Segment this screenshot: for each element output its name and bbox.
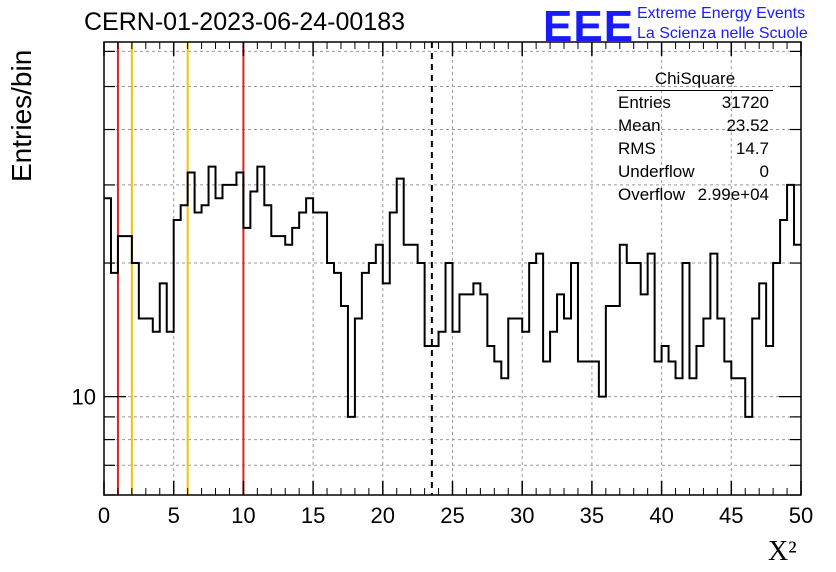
stats-value: 0 xyxy=(759,162,769,181)
stats-key: Overflow xyxy=(618,185,686,204)
stats-key: RMS xyxy=(618,139,656,158)
logo-line-2: La Scienza nelle Scuole xyxy=(637,25,808,42)
stats-row: Overflow 2.99e+04 xyxy=(611,183,779,206)
x-tick-label: 45 xyxy=(719,503,743,528)
x-tick-label: 15 xyxy=(301,503,325,528)
y-axis-label: Entries/bin xyxy=(6,49,37,182)
x-tick-label: 30 xyxy=(510,503,534,528)
stats-value: 23.52 xyxy=(726,116,769,135)
stats-row: RMS 14.7 xyxy=(611,137,779,160)
y-tick-label: 10 xyxy=(72,385,96,410)
stats-value: 31720 xyxy=(721,93,769,112)
x-tick-label: 20 xyxy=(371,503,395,528)
x-tick-label: 50 xyxy=(789,503,813,528)
x-tick-label: 40 xyxy=(649,503,673,528)
stats-key: Entries xyxy=(618,93,671,112)
x-tick-label: 0 xyxy=(98,503,110,528)
x-tick-label: 10 xyxy=(231,503,255,528)
tick-labels: 0 5 10 15 20 25 30 35 40 45 50 10 xyxy=(72,385,814,528)
stats-value: 2.99e+04 xyxy=(697,185,769,204)
stats-key: Underflow xyxy=(618,162,695,181)
stats-row: Mean 23.52 xyxy=(611,114,779,137)
chart-title: CERN-01-2023-06-24-00183 xyxy=(84,8,406,36)
grid-lines xyxy=(104,42,801,496)
reference-lines xyxy=(116,42,433,495)
axis-ticks xyxy=(103,42,802,496)
stats-title: ChiSquare xyxy=(617,68,773,91)
eee-logo: EEE xyxy=(543,2,635,51)
x-tick-label: 35 xyxy=(580,503,604,528)
stats-box: ChiSquare Entries 31720 Mean 23.52 RMS 14.7… xyxy=(611,68,779,206)
stats-row: Entries 31720 xyxy=(611,91,779,114)
stats-key: Mean xyxy=(618,116,661,135)
stats-value: 14.7 xyxy=(735,139,769,158)
x-tick-label: 5 xyxy=(168,503,180,528)
x-tick-label: 25 xyxy=(440,503,464,528)
stats-row: Underflow 0 xyxy=(611,160,779,183)
logo-line-1: Extreme Energy Events xyxy=(637,5,806,22)
histogram-line xyxy=(104,165,801,418)
x-axis-label: X² xyxy=(768,536,797,567)
